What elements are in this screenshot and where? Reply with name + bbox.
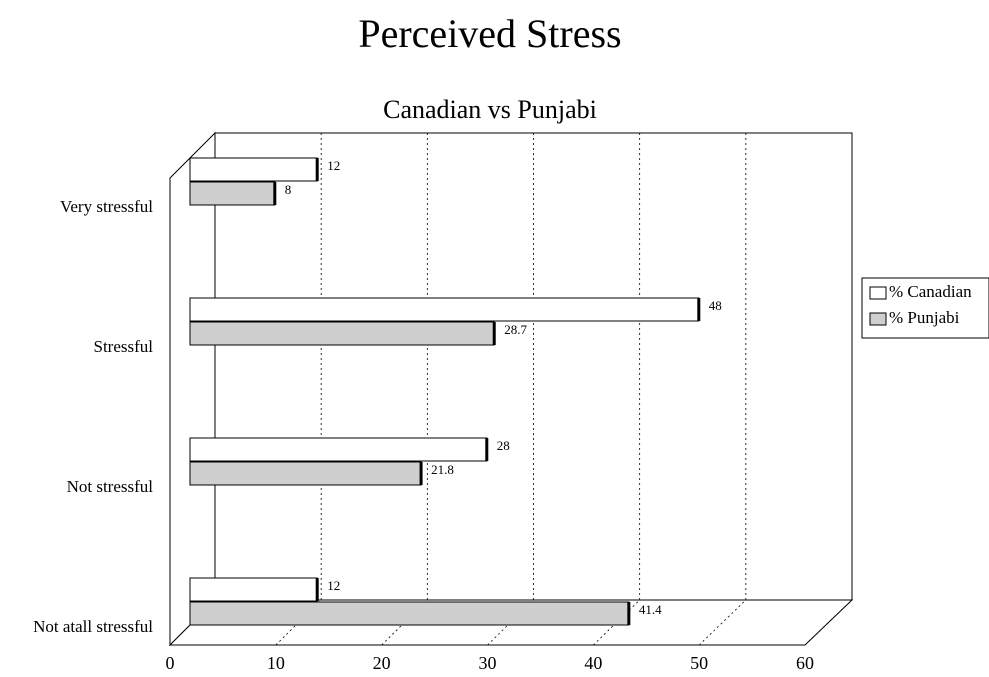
legend-swatch — [869, 312, 887, 326]
x-tick-label: 0 — [166, 653, 175, 673]
y-tick-label: Very stressful — [60, 197, 153, 216]
grid-line — [381, 599, 428, 646]
data-label: 28 — [497, 438, 510, 453]
data-label: 21.8 — [431, 462, 454, 477]
chart-subtitle: Canadian vs Punjabi — [383, 95, 597, 124]
grid-line — [593, 599, 640, 646]
bar — [189, 181, 276, 206]
legend-label: % Punjabi — [889, 308, 960, 327]
bar — [189, 297, 700, 322]
legend-label: % Canadian — [889, 282, 972, 301]
grid-line — [698, 599, 747, 646]
data-label: 48 — [709, 298, 722, 313]
back-wall — [214, 132, 853, 601]
grid-line — [804, 599, 853, 646]
bar — [189, 437, 488, 462]
bar — [189, 461, 422, 486]
chart-title: Perceived Stress — [358, 11, 621, 56]
y-tick-label: Not stressful — [67, 477, 154, 496]
data-label: 41.4 — [639, 602, 662, 617]
data-label: 12 — [327, 158, 340, 173]
y-tick-label: Stressful — [94, 337, 154, 356]
x-tick-label: 50 — [690, 653, 708, 673]
x-tick-label: 40 — [584, 653, 602, 673]
legend-swatch — [869, 286, 887, 300]
bar — [189, 601, 630, 626]
bar — [189, 157, 318, 182]
data-label: 28.7 — [504, 322, 527, 337]
data-label: 12 — [327, 578, 340, 593]
grid-line — [487, 599, 534, 646]
x-tick-label: 60 — [796, 653, 814, 673]
bar — [189, 577, 318, 602]
y-tick-label: Not atall stressful — [33, 617, 153, 636]
data-label: 8 — [285, 182, 292, 197]
bar — [189, 321, 495, 346]
side-wall — [169, 131, 216, 647]
x-tick-label: 20 — [373, 653, 391, 673]
x-tick-label: 10 — [267, 653, 285, 673]
x-tick-label: 30 — [479, 653, 497, 673]
